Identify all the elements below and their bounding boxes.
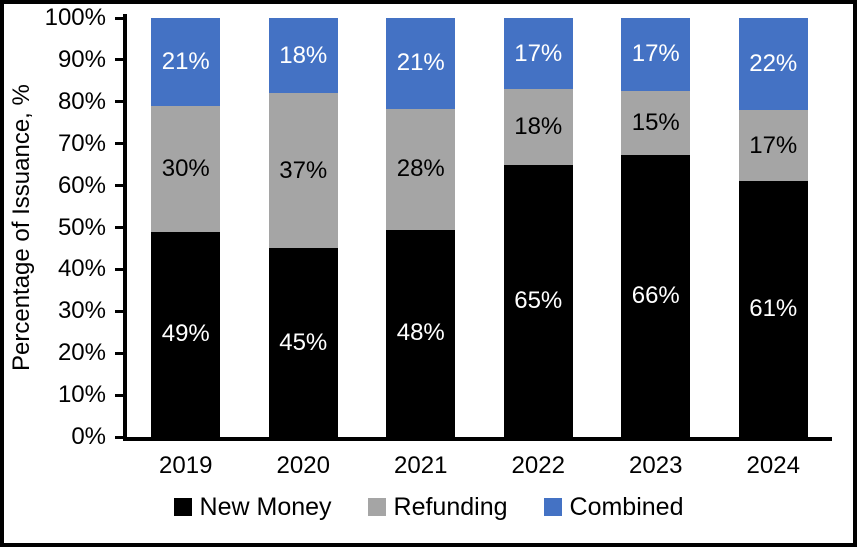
y-axis-tick xyxy=(115,351,124,355)
bar-segment-refunding: 17% xyxy=(738,110,808,182)
y-axis-tick xyxy=(115,267,124,271)
segment-data-label: 17% xyxy=(631,40,680,68)
x-axis-label-2024: 2024 xyxy=(746,452,800,479)
legend: New Money Refunding Combined xyxy=(4,491,853,523)
bar-segment-combined: 21% xyxy=(151,18,221,106)
segment-data-label: 45% xyxy=(279,328,328,356)
y-axis-tick xyxy=(115,393,124,397)
y-axis-tick-label: 70% xyxy=(57,129,106,157)
y-axis-tick-label: 20% xyxy=(57,339,106,367)
y-axis-tick xyxy=(115,226,124,229)
y-axis-tick xyxy=(115,309,124,313)
x-axis-label-2020: 2020 xyxy=(276,452,330,479)
bar-2024: 22% 17% 61% xyxy=(738,18,808,437)
segment-data-label: 48% xyxy=(396,319,445,347)
bar-segment-combined: 17% xyxy=(503,18,573,90)
bar-2020: 18% 37% 45% xyxy=(268,18,338,437)
segment-data-label: 65% xyxy=(514,286,563,314)
bar-segment-refunding: 18% xyxy=(503,89,573,165)
legend-item-combined: Combined xyxy=(543,492,684,522)
segment-data-label: 30% xyxy=(161,154,210,182)
y-axis-tick-label: 50% xyxy=(57,213,106,241)
legend-swatch-icon xyxy=(173,498,192,516)
bar-segment-refunding: 30% xyxy=(151,105,221,232)
legend-item-refunding: Refunding xyxy=(367,492,508,522)
bar-segment-new-money: 65% xyxy=(503,164,573,437)
segment-data-label: 15% xyxy=(631,108,680,136)
y-axis-tick-label: 100% xyxy=(44,4,106,31)
segment-data-label: 18% xyxy=(514,112,563,140)
legend-swatch-icon xyxy=(367,498,386,516)
segment-data-label: 61% xyxy=(749,295,798,323)
segment-data-label: 18% xyxy=(279,41,328,69)
segment-data-label: 17% xyxy=(749,131,798,159)
segment-data-label: 22% xyxy=(749,50,798,78)
y-axis-tick-label: 80% xyxy=(57,87,106,115)
y-axis-tick-label: 60% xyxy=(57,171,106,199)
segment-data-label: 21% xyxy=(161,47,210,75)
y-axis-tick-label: 30% xyxy=(57,297,106,325)
x-axis-label-2019: 2019 xyxy=(159,452,213,479)
segment-data-label: 49% xyxy=(161,320,210,348)
y-axis-tick xyxy=(115,16,124,20)
y-axis-tick xyxy=(115,58,124,62)
x-axis-label-2022: 2022 xyxy=(511,452,565,479)
bar-segment-new-money: 49% xyxy=(151,231,221,437)
y-axis-tick xyxy=(115,435,124,439)
bar-segment-new-money: 45% xyxy=(268,248,338,437)
bar-segment-new-money: 61% xyxy=(738,181,808,437)
bar-2022: 17% 18% 65% xyxy=(503,18,573,437)
bar-segment-new-money: 66% xyxy=(621,154,691,437)
legend-swatch-icon xyxy=(543,498,562,516)
segment-data-label: 21% xyxy=(396,49,445,77)
bar-segment-new-money: 48% xyxy=(386,229,456,437)
bar-segment-refunding: 37% xyxy=(268,93,338,249)
y-axis-tick xyxy=(115,184,124,188)
legend-label: New Money xyxy=(199,492,332,521)
bar-segment-combined: 18% xyxy=(268,18,338,94)
bar-2019: 21% 30% 49% xyxy=(151,18,221,437)
legend-item-new-money: New Money xyxy=(173,492,332,522)
legend-label: Refunding xyxy=(393,492,508,521)
y-axis-line xyxy=(123,14,127,441)
y-axis-tick-label: 90% xyxy=(57,45,106,73)
segment-data-label: 66% xyxy=(631,281,680,309)
bar-segment-combined: 21% xyxy=(386,18,456,109)
bar-segment-refunding: 28% xyxy=(386,108,456,230)
segment-data-label: 28% xyxy=(396,155,445,183)
plot-area: 21% 30% 49% 18% 37% 45% 21% 28% 48% 17% 18% 65% 17% 1… xyxy=(127,18,832,437)
segment-data-label: 17% xyxy=(514,39,563,67)
x-axis-label-2023: 2023 xyxy=(629,452,683,479)
bar-segment-combined: 17% xyxy=(621,18,691,91)
y-axis-tick xyxy=(115,100,124,104)
bar-2023: 17% 15% 66% xyxy=(621,18,691,437)
segment-data-label: 37% xyxy=(279,156,328,184)
bar-2021: 21% 28% 48% xyxy=(386,18,456,437)
bar-segment-combined: 22% xyxy=(738,18,808,111)
y-axis-tick-label: 10% xyxy=(57,381,106,409)
bar-segment-refunding: 15% xyxy=(621,90,691,155)
y-axis-tick xyxy=(115,142,124,146)
y-axis-tick-label: 0% xyxy=(71,423,106,450)
legend-label: Combined xyxy=(569,492,684,521)
y-axis-tick-label: 40% xyxy=(57,255,106,283)
x-axis-label-2021: 2021 xyxy=(394,452,448,479)
x-axis-line xyxy=(123,437,832,441)
